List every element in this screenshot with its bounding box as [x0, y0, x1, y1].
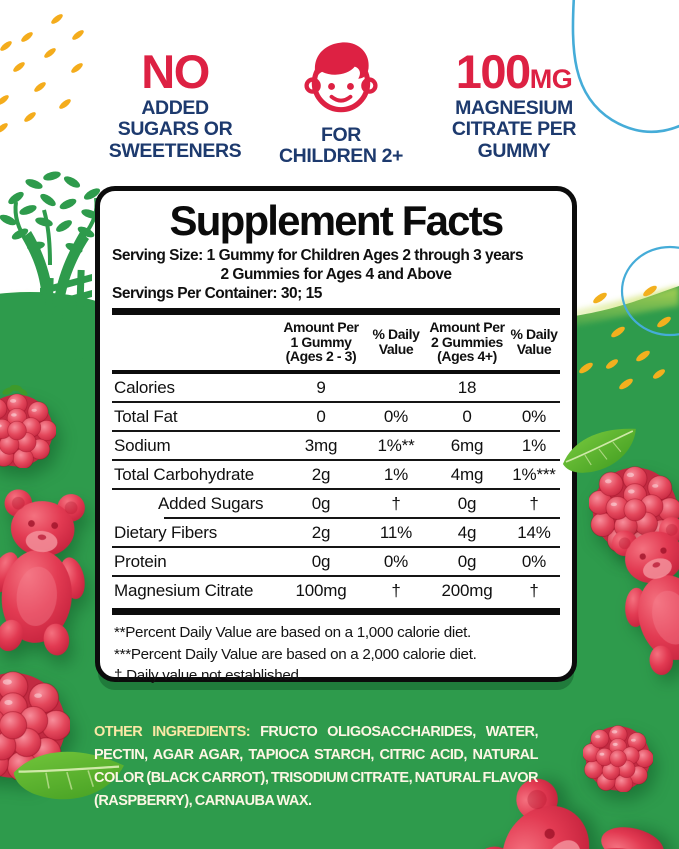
- badge-text-line: GUMMY: [477, 139, 551, 162]
- badge-text-line: CHILDREN 2+: [279, 145, 403, 168]
- table-row-added-sugars: Added Sugars 0g † 0g †: [158, 493, 539, 513]
- badge-text-line: ADDED: [141, 97, 209, 119]
- fence-illustration: [40, 269, 92, 317]
- footnote-1000-calorie: **Percent Daily Value are based on a 1,0…: [114, 624, 471, 642]
- badge-text-line: CITRATE PER: [451, 118, 577, 141]
- badge-text-line: SUGARS OR: [117, 118, 233, 141]
- tree-leaves: [0, 171, 101, 254]
- footnotes-block: **Percent Daily Value are based on a 1,0…: [112, 615, 560, 686]
- serving-size-block: Serving Size: 1 Gummy for Children Ages …: [112, 247, 560, 304]
- no-added-sugar-headline: NO: [141, 45, 210, 98]
- child-face-icon: [304, 42, 378, 113]
- other-ingredients-label: OTHER INGREDIENTS:: [94, 723, 251, 740]
- seeds-pattern-top-left: [0, 14, 84, 133]
- hill-fringe-left: [0, 295, 105, 330]
- badge-for-children: FOR CHILDREN 2+: [258, 34, 424, 168]
- dose-unit: MG: [529, 64, 573, 94]
- raspberry-icon: [0, 666, 70, 780]
- table-row-total-fat: Total Fat 0 0% 0 0%: [114, 406, 547, 426]
- divider-thick: [112, 608, 560, 616]
- badge-text-line: MAGNESIUM: [455, 97, 573, 119]
- raspberry-icon: [583, 722, 653, 792]
- other-ingredients-text: OTHER INGREDIENTS: FRUCTO OLIGOSACCHARID…: [94, 721, 539, 814]
- badge-text-line: SWEETENERS: [108, 139, 242, 162]
- divider-thick: [112, 307, 560, 315]
- column-header-amount-2-gummies: Amount Per 2 Gummies (Ages 4+): [429, 318, 505, 365]
- serving-size-line1: Serving Size: 1 Gummy for Children Ages …: [112, 247, 524, 265]
- supplement-facts-panel: Supplement Facts Serving Size: 1 Gummy f…: [95, 186, 577, 684]
- table-row-calories: Calories 9 18: [114, 377, 477, 397]
- badge-no-added-sugar: NO ADDED SUGARS OR SWEETENERS: [84, 48, 266, 162]
- column-header-daily-value-1: % Daily Value: [372, 326, 420, 358]
- blue-loop-icon: [620, 245, 679, 337]
- raspberry-sepal-icon: [2, 384, 28, 396]
- raspberry-icon: [589, 462, 679, 554]
- gummy-bear-icon: [0, 476, 100, 667]
- badge-text-line: FOR: [321, 124, 361, 146]
- column-header-amount-1-gummy: Amount Per 1 Gummy (Ages 2 - 3): [283, 318, 359, 365]
- column-header-daily-value-2: % Daily Value: [510, 326, 558, 358]
- gummy-bear-icon: [596, 506, 679, 685]
- supplement-facts-title: Supplement Facts: [169, 197, 505, 244]
- seeds-pattern-right: [579, 285, 671, 390]
- table-row-sodium: Sodium 3mg 1%** 6mg 1%: [114, 435, 547, 455]
- raspberry-icon: [0, 390, 56, 468]
- serving-size-line2: 2 Gummies for Ages 4 and Above: [220, 266, 452, 283]
- badge-magnesium-dose: 100MG MAGNESIUM CITRATE PER GUMMY: [420, 48, 608, 162]
- tree-branches: [13, 197, 99, 266]
- table-row-protein: Protein 0g 0% 0g 0%: [114, 551, 547, 571]
- table-row-magnesium-citrate: Magnesium Citrate 100mg † 200mg †: [114, 580, 539, 600]
- dose-value: 100: [455, 45, 531, 98]
- table-row-dietary-fibers: Dietary Fibers 2g 11% 4g 14%: [114, 522, 551, 542]
- facts-table-header: Amount Per 1 Gummy (Ages 2 - 3) % Daily Val…: [112, 315, 560, 370]
- servings-per-container: Servings Per Container: 30; 15: [112, 284, 322, 302]
- footnote-daily-value: † Daily value not established.: [114, 666, 303, 684]
- magnesium-dose-headline: 100MG: [420, 48, 608, 95]
- footnote-2000-calorie: ***Percent Daily Value are based on a 2,…: [114, 645, 477, 663]
- table-row-total-carbohydrate: Total Carbohydrate 2g 1% 4mg 1%***: [114, 464, 556, 484]
